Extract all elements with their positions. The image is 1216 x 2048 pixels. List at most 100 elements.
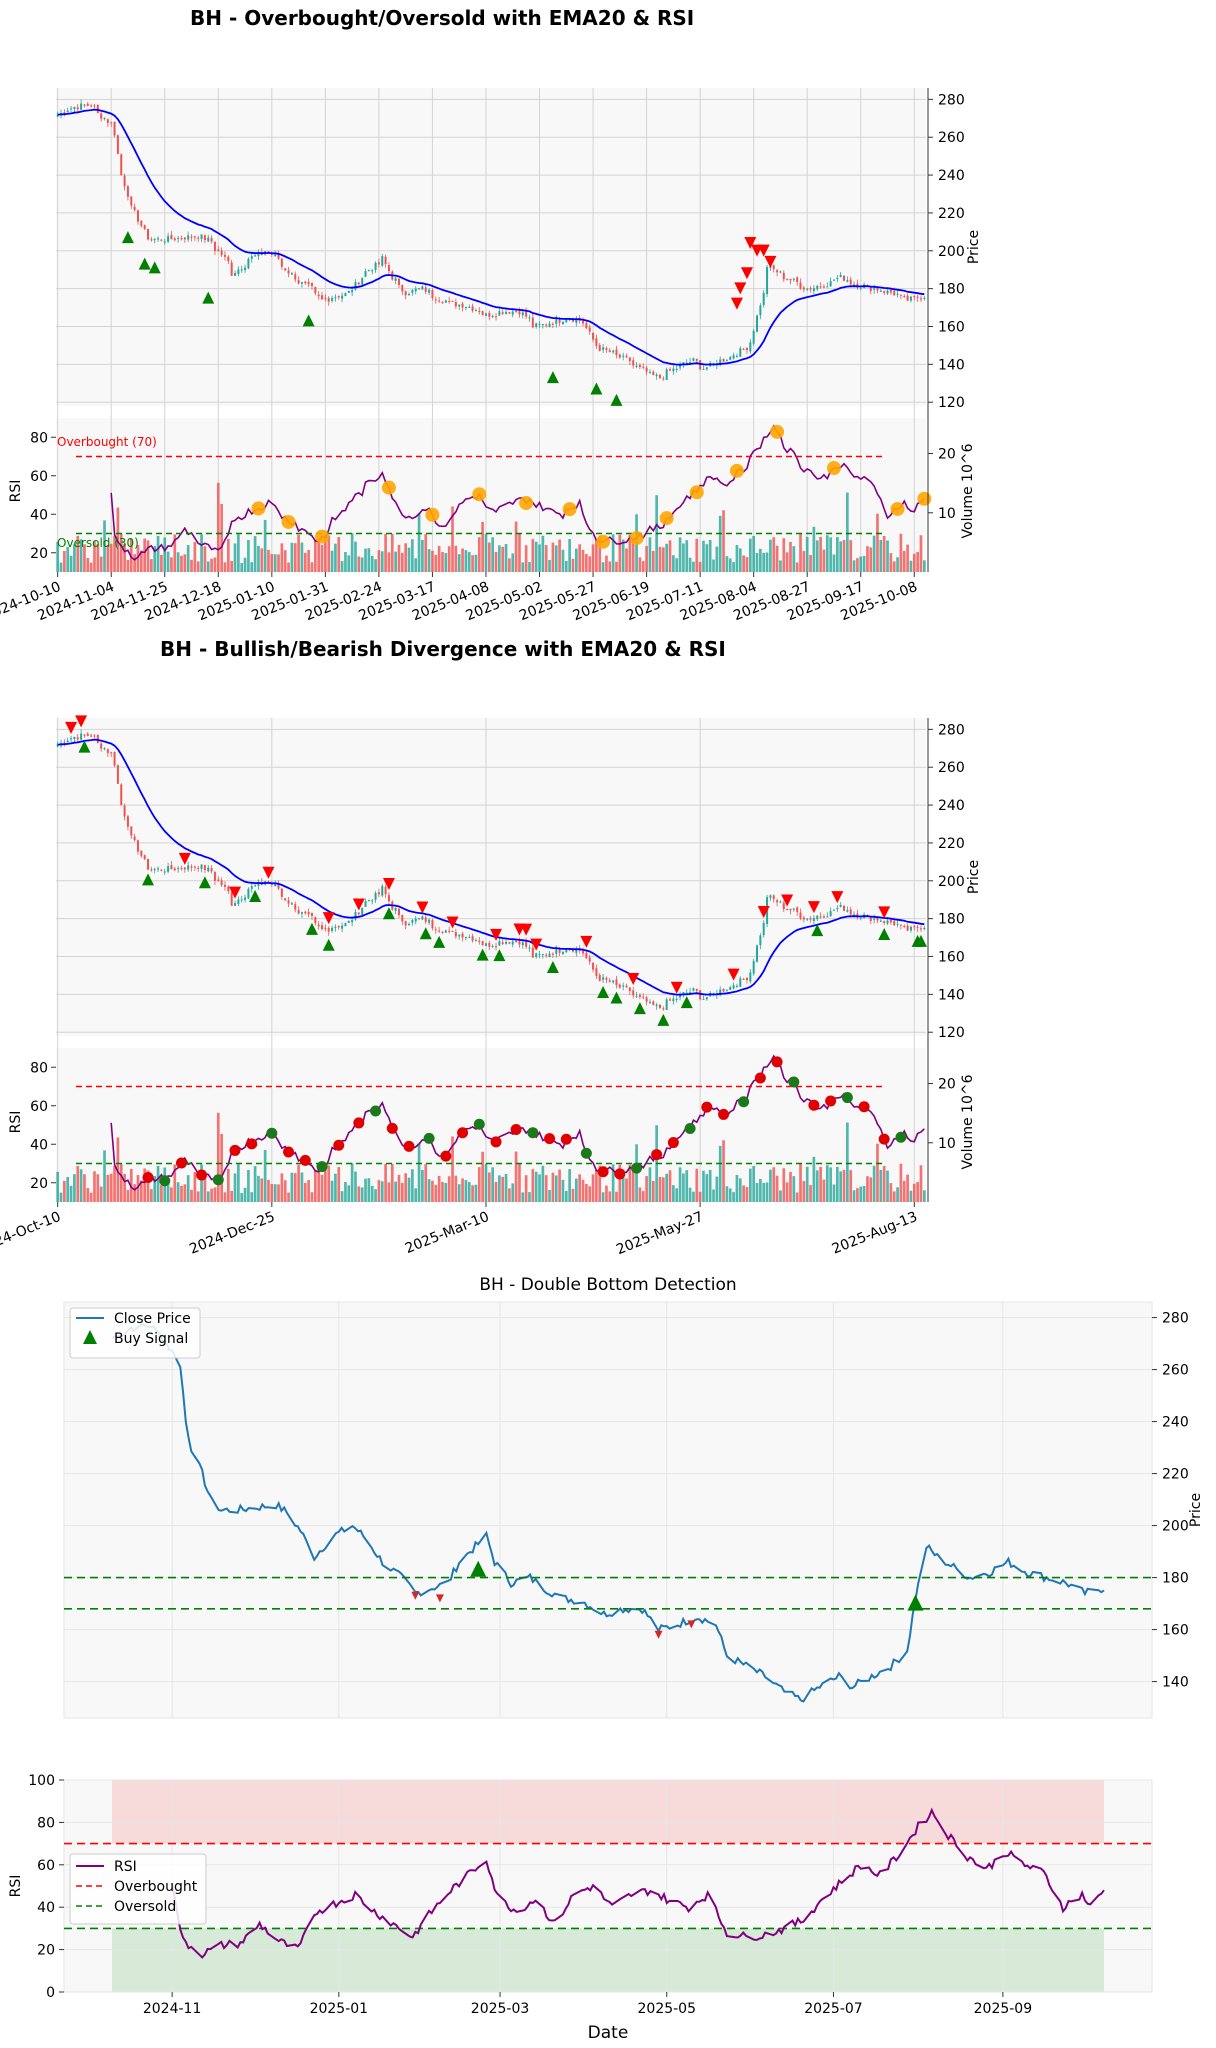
p1-volume-bar bbox=[732, 562, 735, 572]
p1-volume-bar bbox=[253, 536, 257, 572]
p2-candle-body bbox=[421, 916, 424, 920]
p1-candle-body bbox=[130, 196, 133, 206]
panel2-divergence-dot bbox=[510, 1123, 522, 1135]
p1-candle-body bbox=[612, 350, 615, 353]
p2-volume-bar bbox=[461, 1178, 464, 1202]
p1-volume-bar bbox=[407, 547, 411, 572]
p1-volume-bar bbox=[735, 544, 739, 572]
p2-volume-bar bbox=[598, 1165, 602, 1202]
panel2-divergence-dot bbox=[878, 1133, 890, 1145]
p2-candle-body bbox=[869, 915, 872, 921]
panel3-price-axis-label: Price bbox=[1188, 1493, 1204, 1527]
p1-volume-bar bbox=[354, 541, 357, 572]
panel1-buy-marker bbox=[546, 371, 559, 384]
p1-candle-body bbox=[605, 348, 608, 350]
panel2-bearish-marker bbox=[530, 938, 543, 951]
p2-price-tick-label: 160 bbox=[938, 950, 965, 966]
panel1-rsi-signal-dot bbox=[890, 501, 905, 516]
panel2-bearish-marker bbox=[262, 866, 275, 879]
p1-volume-bar bbox=[170, 557, 173, 572]
p2-volume-bar bbox=[815, 1170, 819, 1202]
p2-volume-bar bbox=[340, 1191, 344, 1202]
p2-candle-body bbox=[163, 871, 166, 873]
p2-volume-bar bbox=[688, 1187, 692, 1202]
p2-volume-bar bbox=[608, 1191, 612, 1202]
p2-volume-bar bbox=[564, 1190, 568, 1202]
p1-candle-body bbox=[431, 290, 434, 299]
p1-volume-bar bbox=[220, 503, 223, 572]
p2-price-tick-label: 200 bbox=[938, 874, 965, 890]
panel2-divergence-markers bbox=[65, 715, 927, 1187]
p1-volume-bar bbox=[849, 540, 853, 572]
p1-volume-bar bbox=[919, 535, 923, 572]
p2-candle-body bbox=[484, 943, 487, 946]
p1-volume-bar bbox=[143, 538, 147, 572]
p2-volume-bar bbox=[384, 1163, 387, 1202]
p1-volume-bar bbox=[518, 533, 521, 572]
panel2-bullish-marker bbox=[322, 938, 335, 951]
p1-volume-bar bbox=[561, 549, 565, 572]
p1-candle-body bbox=[70, 108, 73, 110]
p1-candle-body bbox=[424, 287, 427, 292]
p2-candle-body bbox=[689, 991, 692, 994]
p2-candle-body bbox=[605, 978, 608, 980]
p1-volume-bar bbox=[648, 537, 652, 572]
p2-volume-bar bbox=[193, 1171, 197, 1202]
panel3-close-price-line bbox=[111, 1322, 1105, 1703]
p2-volume-bar bbox=[250, 1192, 254, 1202]
p2-x-tick-label: 2024-Oct-10 bbox=[0, 1209, 63, 1257]
p1-volume-bar bbox=[186, 545, 190, 572]
p2-volume-bar bbox=[792, 1176, 796, 1202]
p2-volume-bar bbox=[129, 1168, 133, 1202]
p2-volume-bar bbox=[554, 1175, 558, 1202]
p2-volume-bar bbox=[668, 1170, 672, 1202]
p1-volume-bar bbox=[675, 558, 679, 572]
panel2-divergence-dot bbox=[788, 1076, 800, 1088]
p1-candle-body bbox=[752, 330, 755, 344]
p1-candle-body bbox=[551, 323, 554, 325]
p1-volume-bar bbox=[571, 558, 575, 572]
panel2-divergence-dot bbox=[473, 1118, 485, 1130]
p2-volume-bar bbox=[574, 1178, 578, 1202]
panel1-rsi-signal-dot bbox=[281, 514, 296, 529]
p2-candle-body bbox=[113, 751, 116, 766]
p2-volume-bar bbox=[588, 1186, 592, 1202]
p1-rsi-tick-label: 60 bbox=[30, 469, 48, 485]
p2-volume-bar bbox=[230, 1190, 234, 1202]
p2-volume-bar bbox=[447, 1176, 451, 1202]
p1-volume-bar bbox=[668, 540, 672, 572]
p2-candle-body bbox=[635, 995, 638, 997]
p2-volume-bar bbox=[879, 1169, 883, 1202]
p1-volume-bar bbox=[364, 548, 367, 572]
p1-volume-bar bbox=[73, 544, 76, 572]
p2-candle-body bbox=[608, 980, 611, 982]
panel4-y-tick-label: 80 bbox=[37, 1815, 55, 1831]
p1-candle-body bbox=[588, 327, 591, 332]
p2-candle-body bbox=[123, 805, 126, 817]
p1-volume-bar bbox=[585, 553, 588, 572]
p1-volume-bar bbox=[451, 506, 454, 572]
p1-volume-bar bbox=[237, 534, 240, 572]
p1-candle-body bbox=[284, 268, 287, 271]
p1-price-tick-label: 180 bbox=[938, 282, 965, 298]
p1-candle-body bbox=[742, 348, 745, 350]
p1-volume-bar bbox=[862, 555, 866, 572]
p1-candle-body bbox=[270, 253, 273, 255]
p1-candle-body bbox=[525, 311, 528, 317]
p1-volume-bar bbox=[825, 535, 829, 572]
p2-volume-bar bbox=[260, 1178, 264, 1202]
p1-candle-body bbox=[371, 270, 374, 272]
p2-price-tick-label: 240 bbox=[938, 798, 965, 814]
p1-candle-body bbox=[63, 112, 66, 114]
panel1-overbought-label: Overbought (70) bbox=[57, 435, 157, 449]
p1-candle-body bbox=[147, 229, 150, 240]
p1-price-tick-label: 240 bbox=[938, 168, 965, 184]
p2-volume-bar bbox=[437, 1175, 441, 1202]
p1-volume-bar bbox=[715, 546, 719, 572]
p1-candle-body bbox=[361, 278, 364, 285]
p1-candle-body bbox=[628, 357, 631, 362]
panel3-bottom-marker bbox=[654, 1630, 663, 1639]
p1-candle-body bbox=[351, 290, 354, 293]
panel2-divergence-dot bbox=[895, 1131, 907, 1143]
p1-candle-body bbox=[331, 297, 334, 301]
